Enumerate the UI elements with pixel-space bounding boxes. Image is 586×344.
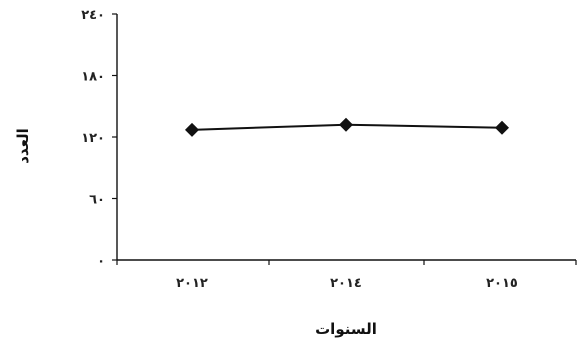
- series-layer: [185, 117, 509, 137]
- y-axis-title: العدد: [14, 128, 32, 164]
- data-point-marker: [185, 122, 199, 137]
- y-tick-label: ١٨٠: [81, 70, 105, 85]
- y-ticks: ٠ ٦٠ ١٢٠ ١٨٠ ٢٤٠: [81, 8, 117, 269]
- data-point-marker: [495, 120, 509, 135]
- y-tick-label: ٦٠: [89, 193, 105, 208]
- y-tick-label: ٢٤٠: [81, 8, 105, 23]
- x-tick-label: ٢٠١٢: [176, 276, 208, 291]
- axes: [116, 14, 576, 261]
- x-axis-title: السنوات: [315, 320, 377, 338]
- data-point-marker: [339, 117, 353, 132]
- x-ticks: ٢٠١٢ ٢٠١٤ ٢٠١٥: [116, 260, 577, 291]
- y-tick-label: ٠: [97, 254, 105, 269]
- x-tick-label: ٢٠١٥: [486, 276, 518, 291]
- x-tick-label: ٢٠١٤: [330, 276, 362, 291]
- y-tick-label: ١٢٠: [81, 131, 105, 146]
